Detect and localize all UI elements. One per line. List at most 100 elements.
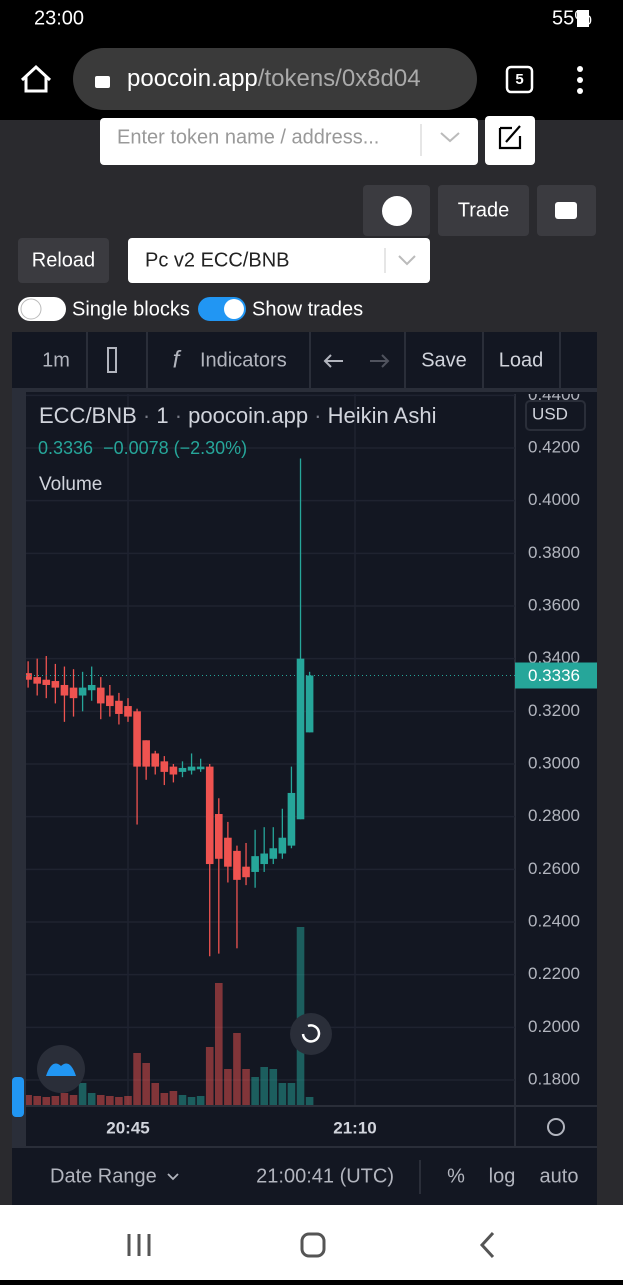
- log-button[interactable]: log: [489, 1165, 516, 1187]
- volume-bar: [187, 1097, 196, 1105]
- settings-button[interactable]: [547, 1118, 565, 1136]
- url: poocoin.app/tokens/0x8d04: [127, 65, 421, 92]
- volume-bar: [233, 1033, 241, 1105]
- volume-bar: [242, 1069, 250, 1105]
- candle-body: [260, 853, 268, 865]
- candle-body: [115, 700, 123, 714]
- menu-button[interactable]: [577, 66, 583, 94]
- recents-button[interactable]: [127, 1234, 151, 1256]
- redo-button[interactable]: [370, 354, 390, 368]
- sidebar-handle[interactable]: [12, 1077, 24, 1117]
- pair-select[interactable]: [128, 238, 430, 283]
- candle-body: [26, 673, 32, 680]
- candle-body: [124, 706, 132, 717]
- toolbar-dividers: [86, 332, 561, 390]
- y-tick-label: 0.3600: [528, 595, 580, 614]
- y-tick-label: 0.2600: [528, 859, 580, 878]
- y-tick-label: 0.3400: [528, 648, 580, 667]
- save-button[interactable]: Save: [421, 349, 467, 371]
- tabs-button[interactable]: [505, 65, 534, 94]
- home-nav-button[interactable]: [300, 1232, 326, 1258]
- load-button[interactable]: Load: [499, 349, 544, 371]
- home-button[interactable]: [20, 64, 52, 93]
- volume-legend: Volume: [39, 474, 102, 495]
- currency-button[interactable]: [525, 400, 586, 431]
- volume-bar: [269, 1069, 278, 1105]
- single-blocks-label: Single blocks: [72, 298, 190, 320]
- y-tick-label: 0.2200: [528, 964, 580, 983]
- volume-bar: [51, 1096, 60, 1105]
- trade-label: Trade: [458, 199, 510, 221]
- y-tick-label: 0.4200: [528, 437, 580, 456]
- volume-bar: [287, 1083, 296, 1105]
- url-bar[interactable]: [73, 48, 477, 110]
- volume-bar: [87, 1093, 96, 1105]
- chart-type-button[interactable]: [107, 347, 117, 373]
- candle-body: [242, 866, 250, 878]
- reload-label: Reload: [32, 249, 95, 271]
- candle-body: [151, 753, 160, 767]
- volume-bar: [251, 1077, 259, 1105]
- dropdown-arrow: [440, 132, 460, 143]
- volume-bar: [69, 1095, 78, 1105]
- show-trades-label: Show trades: [252, 298, 363, 320]
- trade-button[interactable]: [438, 185, 529, 236]
- candle-body: [233, 850, 241, 880]
- edit-button[interactable]: [485, 116, 535, 165]
- date-range-button[interactable]: Date Range: [50, 1165, 157, 1187]
- chart-widget: [12, 332, 597, 1205]
- candle-body: [87, 684, 96, 691]
- toggle-knob: [20, 298, 42, 320]
- y-tick-label: 0.4400: [528, 385, 580, 404]
- chart-icon: [382, 196, 412, 226]
- interval-button[interactable]: 1m: [42, 349, 70, 371]
- candle-body: [160, 761, 169, 772]
- search-input[interactable]: [100, 118, 478, 165]
- volume-bar: [305, 1097, 314, 1105]
- candle-body: [133, 711, 141, 767]
- volume-bar: [178, 1095, 187, 1105]
- last-price-tag: [515, 662, 597, 689]
- left-strip: [12, 390, 26, 1147]
- candle-body: [96, 687, 105, 704]
- candle-body: [287, 792, 296, 846]
- lock-icon: [95, 76, 110, 88]
- volume-bar: [96, 1095, 105, 1105]
- x-tick-label: 20:45: [106, 1118, 149, 1137]
- volume-bar: [278, 1083, 287, 1105]
- y-tick-label: 0.3800: [528, 543, 580, 562]
- undo-button[interactable]: [323, 354, 343, 368]
- pair-label: Pc v2 ECC/BNB: [145, 249, 289, 271]
- candle-body: [51, 681, 60, 688]
- candle-body: [60, 684, 69, 696]
- candle-body: [187, 766, 196, 771]
- candle-body: [215, 814, 223, 859]
- indicators-button[interactable]: Indicators: [200, 349, 287, 371]
- legend-price: 0.3336: [38, 438, 93, 458]
- grid: [26, 394, 515, 1105]
- y-tick-label: 0.3200: [528, 701, 580, 720]
- auto-button[interactable]: auto: [540, 1165, 579, 1187]
- reset-button[interactable]: [290, 1013, 332, 1055]
- candle-body: [205, 766, 214, 865]
- volume-bar: [215, 983, 223, 1105]
- currency-label: USD: [532, 404, 568, 423]
- candle-body: [224, 837, 232, 867]
- volume-bar: [196, 1096, 205, 1105]
- x-tick-label: 21:10: [333, 1118, 376, 1137]
- volume-bar: [205, 1047, 214, 1105]
- status-time: 23:00: [34, 7, 84, 29]
- candle-body: [196, 766, 205, 770]
- volume-bar: [124, 1096, 132, 1105]
- last-price-label: 0.3336: [528, 666, 580, 685]
- legend-symbol: ECC/BNB: [39, 403, 137, 428]
- volume-bar: [33, 1096, 41, 1105]
- legend-source: poocoin.app: [188, 403, 308, 428]
- candle-body: [78, 687, 87, 696]
- percent-button[interactable]: %: [447, 1165, 465, 1187]
- url-host: poocoin.app: [127, 65, 258, 92]
- reload-button[interactable]: [18, 238, 109, 283]
- clock: 21:00:41 (UTC): [256, 1165, 394, 1187]
- back-button[interactable]: [479, 1231, 495, 1259]
- volume-bar: [60, 1093, 69, 1105]
